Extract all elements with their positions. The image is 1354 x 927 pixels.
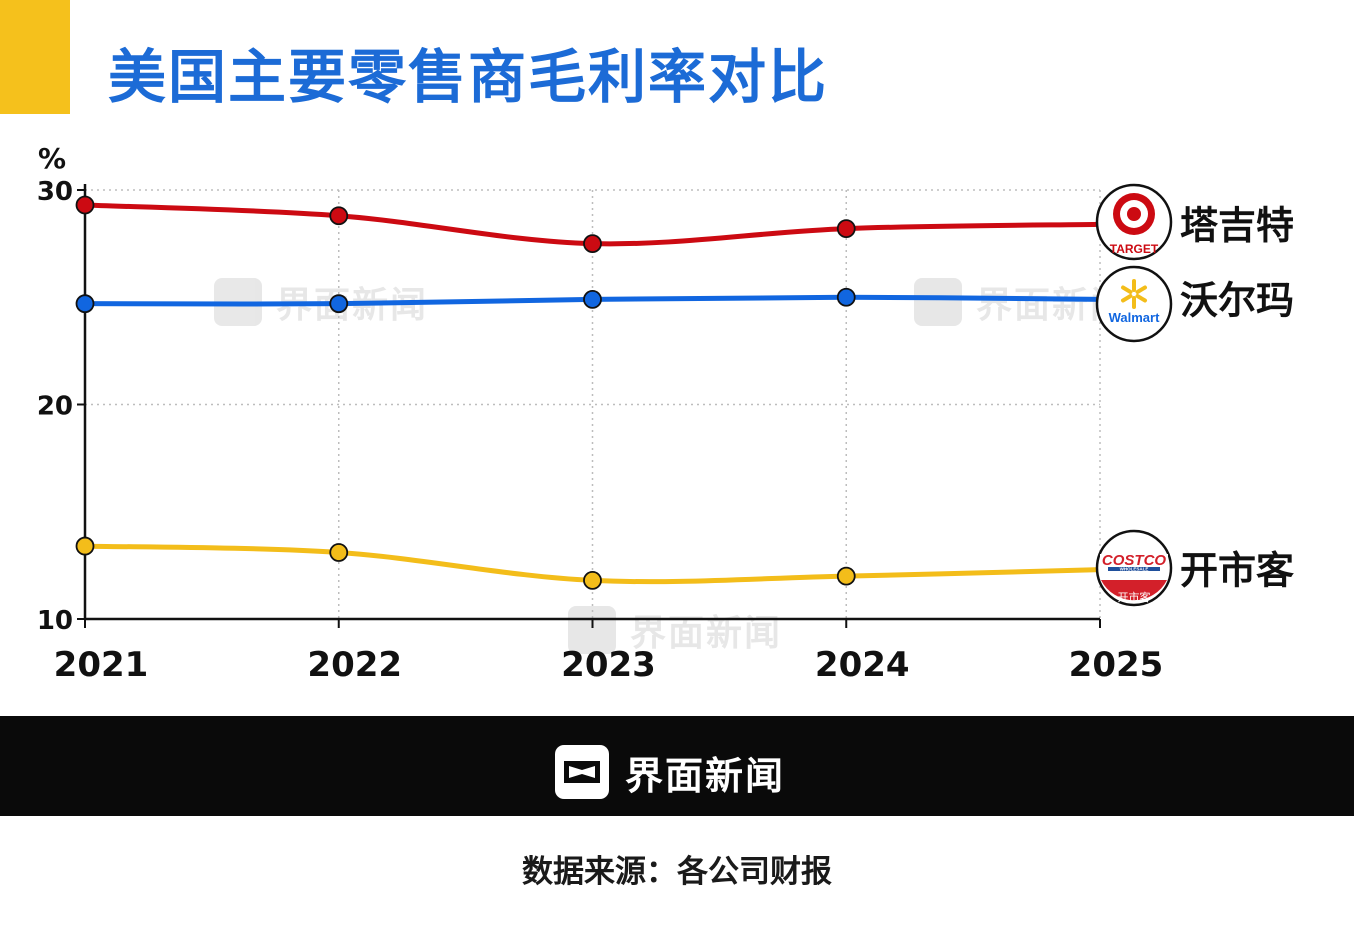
page-title: 美国主要零售商毛利率对比 [108,43,829,111]
costco-logo: COSTCO WHOLESALE 开市客 [1095,529,1173,607]
y-tick-label: 30 [37,177,73,207]
series-name-label: 开市客 [1180,549,1294,593]
data-point [75,536,95,556]
brand-name: 界面新闻 [625,753,786,798]
x-tick-label: 2023 [561,645,656,685]
walmart-logo: Walmart [1095,265,1173,343]
x-tick-label: 2021 [54,645,149,685]
data-point [75,195,95,215]
costco-logo-cn: 开市客 [1118,590,1151,604]
target-logo: TARGET [1095,183,1173,261]
x-tick-label: 2024 [815,645,910,685]
series-name-label: 沃尔玛 [1180,278,1294,322]
footer-brand: 界面新闻 [555,745,785,799]
brand-logo-icon [555,745,609,799]
data-point [329,294,349,314]
accent-block [0,0,70,114]
data-point [583,234,602,254]
data-point [329,206,349,226]
data-point [329,543,349,562]
walmart-logo-text: Walmart [1109,310,1160,325]
series-name-label: 塔吉特 [1180,203,1294,247]
x-tick-label: 2022 [307,645,402,685]
y-unit-label: % [38,142,66,175]
y-tick-label: 10 [37,606,73,636]
data-point [836,287,856,307]
costco-logo-text: COSTCO [1102,552,1167,569]
grid-layer [85,189,1101,619]
data-point [836,566,856,586]
costco-logo-sub: WHOLESALE [1120,567,1149,572]
data-source: 数据来源：各公司财报 [522,854,832,890]
walmart-spark-icon [1121,279,1147,309]
data-point [75,294,95,314]
watermark-logo-icon [568,606,616,654]
footer-bar [0,716,1354,816]
x-tick-label: 2025 [1069,645,1164,685]
watermark-logo-icon [914,278,962,326]
series-layer [75,195,1103,590]
y-tick-label: 20 [37,392,73,422]
data-point [583,570,602,590]
target-logo-text: TARGET [1110,242,1159,256]
data-point [836,219,856,239]
data-point [583,289,602,309]
